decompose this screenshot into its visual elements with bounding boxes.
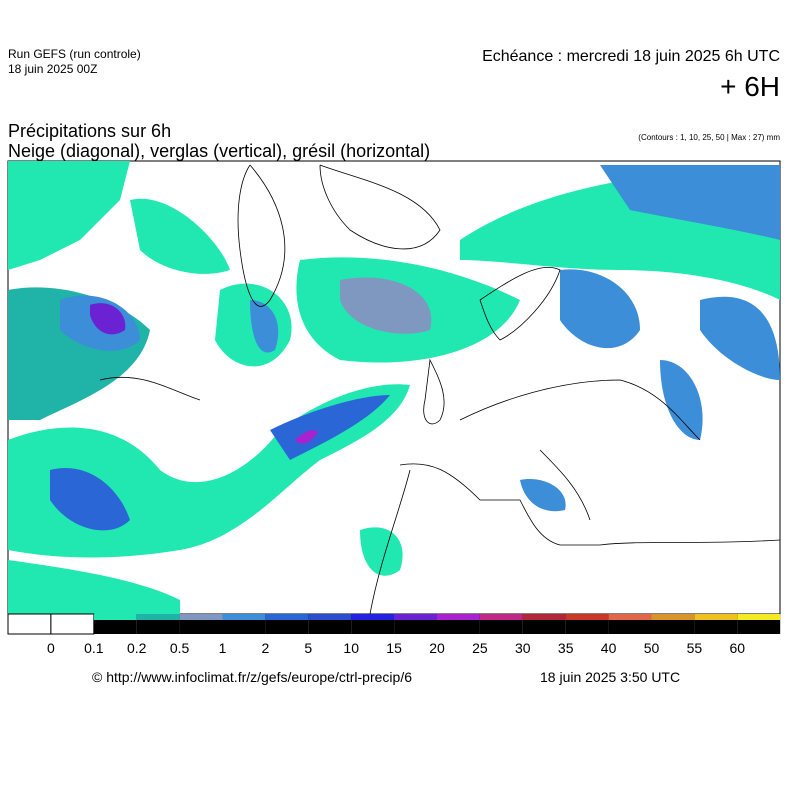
legend-swatch: [308, 614, 352, 620]
legend-label: 0.2: [127, 640, 147, 656]
legend-swatch: [737, 614, 781, 620]
run-label: Run GEFS (run controle): [8, 47, 141, 61]
legend-label: 0: [47, 640, 55, 656]
legend-swatch: [265, 614, 309, 620]
legend-swatch: [50, 613, 95, 635]
legend-swatch: [351, 614, 395, 620]
source-url: © http://www.infoclimat.fr/z/gefs/europe…: [92, 669, 412, 685]
legend-swatch: [394, 614, 437, 620]
legend-swatch: [179, 614, 223, 620]
legend-label: 30: [515, 640, 531, 656]
legend-label: 25: [472, 640, 488, 656]
map: [7, 160, 781, 615]
precip-field: [8, 161, 780, 614]
legend-swatch: [7, 613, 52, 635]
legend-swatch: [479, 614, 523, 620]
legend-label: 20: [429, 640, 445, 656]
legend-label: 1: [219, 640, 227, 656]
legend-label: 5: [304, 640, 312, 656]
legend-label: 10: [343, 640, 359, 656]
legend-swatch: [136, 614, 180, 620]
legend-swatch: [437, 614, 480, 620]
legend: 0 0.1 0.2 0.5 1 2 5 10 15 20 25 30 35 40 50 55 60: [7, 613, 781, 656]
legend-label: 40: [601, 640, 617, 656]
lead-time: + 6H: [720, 71, 780, 102]
coastlines: [99, 164, 780, 614]
legend-label: 0.1: [84, 640, 104, 656]
legend-swatch: [522, 614, 566, 620]
legend-swatch: [565, 614, 609, 620]
run-date: 18 juin 2025 00Z: [8, 62, 97, 76]
legend-label: 50: [644, 640, 660, 656]
legend-label: 35: [558, 640, 574, 656]
legend-swatch: [222, 614, 266, 620]
legend-label: 55: [687, 640, 703, 656]
legend-swatch: [651, 614, 695, 620]
title-line1: Précipitations sur 6h: [8, 121, 171, 141]
legend-label: 0.5: [170, 640, 190, 656]
contours-note: (Contours : 1, 10, 25, 50 | Max : 27) mm: [638, 133, 780, 142]
legend-label: 60: [730, 640, 746, 656]
issue-date: 18 juin 2025 3:50 UTC: [540, 669, 680, 685]
title-line2: Neige (diagonal), verglas (vertical), gr…: [8, 141, 430, 161]
legend-swatch: [608, 614, 652, 620]
legend-swatch: [694, 614, 738, 620]
legend-swatch: [93, 614, 137, 620]
legend-label: 2: [262, 640, 270, 656]
legend-label: 15: [386, 640, 402, 656]
echeance: Echéance : mercredi 18 juin 2025 6h UTC: [482, 48, 780, 65]
